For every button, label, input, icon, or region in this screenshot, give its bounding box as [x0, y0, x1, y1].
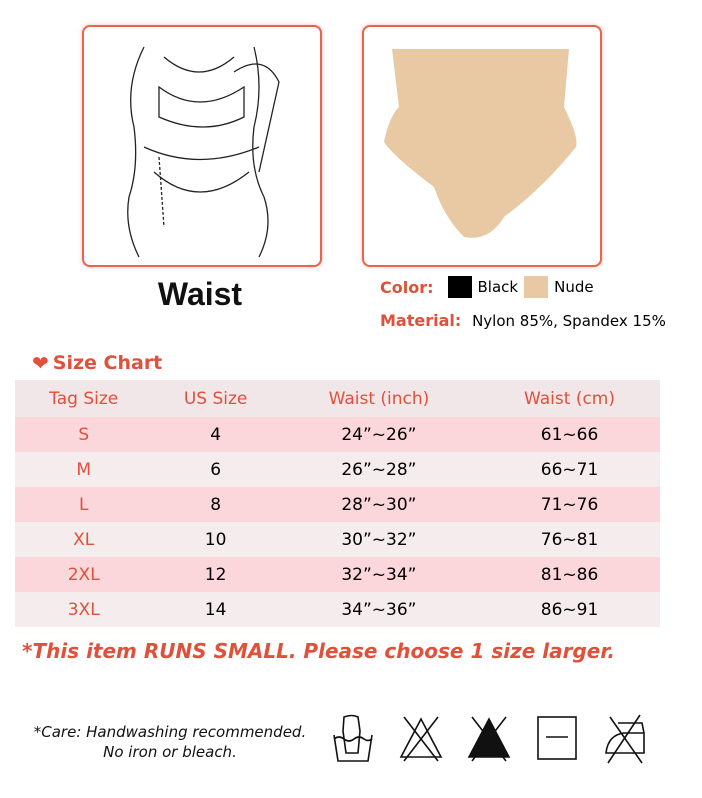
- table-cell: 8: [210, 494, 222, 515]
- table-cell: 10: [204, 529, 227, 550]
- no-bleach-icon: [399, 716, 443, 762]
- care-icons: [330, 713, 648, 765]
- table-cell: 66~71: [540, 459, 599, 480]
- color-swatch-black[interactable]: [447, 276, 472, 298]
- care-line: No iron or bleach.: [103, 743, 237, 761]
- material-label: Material:: [380, 311, 462, 330]
- table-row: M 6 26”~28” 66~71: [15, 452, 660, 487]
- table-cell: 12: [204, 564, 227, 585]
- header-cell: Tag Size: [49, 388, 119, 409]
- table-cell: 32”~34”: [341, 564, 417, 585]
- hand-wash-icon: [333, 714, 373, 762]
- table-row: S 4 24”~26” 61~66: [15, 417, 660, 452]
- header-cell: Waist (inch): [328, 388, 430, 409]
- table-row: L 8 28”~30” 71~76: [15, 487, 660, 522]
- table-cell: XL: [73, 529, 95, 550]
- care-line: *Care: Handwashing recommended.: [33, 723, 307, 741]
- color-name: Nude: [554, 278, 594, 296]
- table-cell: 86~91: [540, 599, 599, 620]
- size-chart-title-text: Size Chart: [52, 352, 163, 374]
- model-measurement-image: [82, 25, 322, 267]
- table-cell: 4: [210, 424, 222, 445]
- no-chlorine-bleach-icon: [467, 716, 511, 762]
- table-cell: 30”~32”: [341, 529, 417, 550]
- material-row: Material: Nylon 85%, Spandex 15%: [380, 311, 666, 330]
- table-cell: 28”~30”: [341, 494, 417, 515]
- color-name: Black: [477, 278, 519, 296]
- table-cell: 71~76: [540, 494, 599, 515]
- table-cell: 6: [210, 459, 222, 480]
- color-label: Color:: [380, 277, 434, 297]
- table-cell: 26”~28”: [341, 459, 417, 480]
- table-cell: 61~66: [540, 424, 599, 445]
- table-header: Tag Size US Size Waist (inch) Waist (cm): [15, 380, 660, 417]
- table-cell: L: [78, 494, 89, 515]
- table-cell: 81~86: [540, 564, 599, 585]
- table-cell: S: [78, 424, 90, 445]
- header-cell: US Size: [183, 388, 248, 409]
- waist-label: Waist: [157, 276, 243, 312]
- table-row: 3XL 14 34”~36” 86~91: [15, 592, 660, 627]
- table-row: 2XL 12 32”~34” 81~86: [15, 557, 660, 592]
- table-cell: 76~81: [540, 529, 599, 550]
- size-chart-title: ❤ Size Chart: [32, 351, 162, 375]
- no-iron-icon: [605, 714, 645, 764]
- color-swatch-nude[interactable]: [524, 276, 549, 298]
- table-cell: 3XL: [67, 599, 100, 620]
- table-cell: 14: [204, 599, 227, 620]
- table-row: XL 10 30”~32” 76~81: [15, 522, 660, 557]
- header-cell: Waist (cm): [524, 388, 615, 409]
- product-image: [362, 25, 602, 267]
- dry-flat-icon: [537, 716, 577, 760]
- material-value: Nylon 85%, Spandex 15%: [472, 312, 666, 330]
- table-cell: 24”~26”: [341, 424, 417, 445]
- color-options: Color: Black Nude: [380, 276, 594, 298]
- table-cell: M: [76, 459, 92, 480]
- table-cell: 34”~36”: [341, 599, 417, 620]
- care-text: *Care: Handwashing recommended. No iron …: [20, 722, 320, 762]
- heart-icon: ❤: [32, 351, 49, 375]
- sizing-note: *This item RUNS SMALL. Please choose 1 s…: [22, 639, 615, 663]
- table-cell: 2XL: [67, 564, 100, 585]
- size-chart-table: Tag Size US Size Waist (inch) Waist (cm)…: [15, 380, 660, 627]
